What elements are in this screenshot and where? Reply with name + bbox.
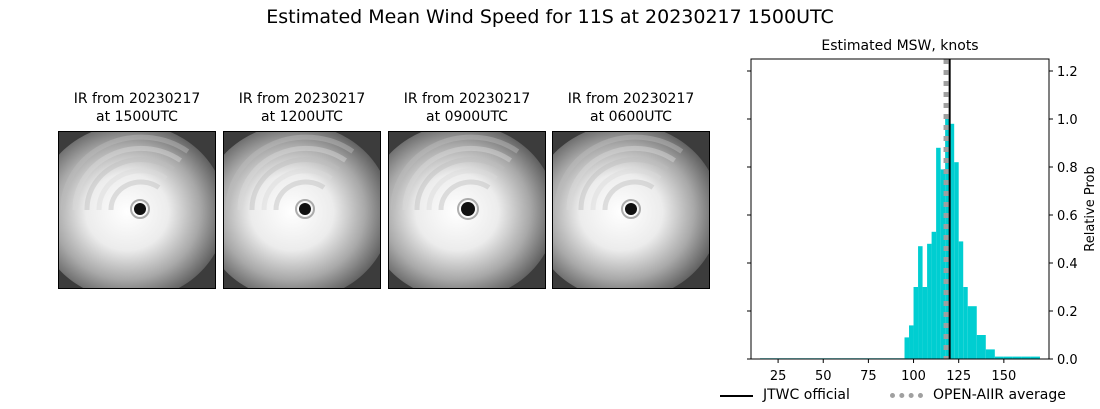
y-tick-label: 0.2 (1057, 305, 1078, 320)
histogram-bar (963, 287, 968, 359)
legend-label: JTWC official (763, 387, 850, 403)
ir-panel-title: IR from 20230217 at 0600UTC (552, 90, 710, 130)
histogram-bar (927, 243, 932, 359)
histogram-bar (940, 169, 946, 359)
ir-satellite-image (223, 131, 381, 289)
figure-title: Estimated Mean Wind Speed for 11S at 202… (266, 6, 834, 28)
ir-panel-time: at 0900UTC (426, 109, 508, 125)
ir-satellite-image (58, 131, 216, 289)
x-tick-label: 50 (815, 369, 832, 384)
ir-panel-date: IR from 20230217 (403, 91, 531, 107)
y-tick-label: 0.0 (1057, 353, 1078, 368)
ir-satellite-image (388, 131, 546, 289)
histogram-bar (918, 246, 923, 359)
x-tick-label: 75 (860, 369, 877, 384)
ir-satellite-image (552, 131, 710, 289)
y-tick-label: 0.8 (1057, 161, 1078, 176)
legend-label: OPEN-AIIR average (933, 387, 1066, 403)
ir-panel: IR from 20230217 at 0600UTC (552, 90, 710, 289)
histogram-bar (949, 123, 955, 359)
ir-panel-time: at 1500UTC (96, 109, 178, 125)
histogram-bar (931, 231, 937, 359)
ir-panel-time: at 0600UTC (590, 109, 672, 125)
legend-swatch-dotted (890, 393, 923, 398)
histogram-bar (958, 241, 964, 359)
histogram-bar (994, 356, 1004, 359)
legend-swatch-solid (720, 395, 753, 397)
ir-panel: IR from 20230217 at 0900UTC (388, 90, 546, 289)
ir-panel-title: IR from 20230217 at 1200UTC (223, 90, 381, 130)
ir-panel-date: IR from 20230217 (238, 91, 366, 107)
histogram-bar (954, 162, 959, 359)
histogram-bar (909, 325, 914, 359)
histogram-bar (976, 335, 986, 359)
x-tick-label: 100 (901, 369, 926, 384)
ir-panel-time: at 1200UTC (261, 109, 343, 125)
histogram-bar (1021, 356, 1031, 359)
histogram-bar (967, 306, 977, 359)
y-axis-label: Relative Prob (1083, 166, 1098, 251)
chart-title: Estimated MSW, knots (821, 38, 978, 54)
histogram-bar (913, 287, 919, 359)
x-tick-label: 150 (991, 369, 1016, 384)
x-tick-label: 125 (946, 369, 971, 384)
x-tick-label: 25 (770, 369, 787, 384)
ir-panel-title: IR from 20230217 at 1500UTC (58, 90, 216, 130)
ir-panel-date: IR from 20230217 (567, 91, 695, 107)
ir-panel: IR from 20230217 at 1200UTC (223, 90, 381, 289)
histogram-bar (936, 147, 941, 359)
ir-panel-title: IR from 20230217 at 0900UTC (388, 90, 546, 130)
y-tick-label: 1.0 (1057, 113, 1078, 128)
ir-panel-date: IR from 20230217 (73, 91, 201, 107)
histogram-bar (1012, 356, 1022, 359)
y-tick-label: 1.2 (1057, 65, 1078, 80)
histogram-bar (1003, 356, 1013, 359)
ir-panel: IR from 20230217 at 1500UTC (58, 90, 216, 289)
histogram-bar (922, 287, 928, 359)
histogram-bar (985, 349, 995, 359)
y-tick-label: 0.4 (1057, 257, 1078, 272)
y-tick-label: 0.6 (1057, 209, 1078, 224)
histogram-bar (904, 337, 910, 359)
histogram-bar (1030, 356, 1040, 359)
plot-frame (750, 58, 1050, 360)
